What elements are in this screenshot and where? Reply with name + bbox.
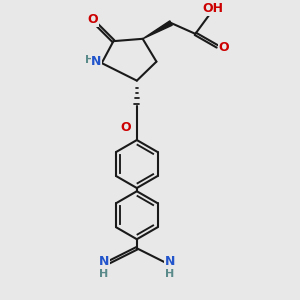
Text: OH: OH (202, 2, 224, 15)
Text: O: O (88, 13, 98, 26)
Text: O: O (218, 41, 229, 54)
Text: N: N (91, 55, 102, 68)
Text: N: N (99, 255, 109, 268)
Text: N: N (164, 255, 175, 268)
Text: O: O (120, 121, 131, 134)
Polygon shape (143, 21, 172, 39)
Text: H: H (85, 55, 94, 65)
Text: H: H (99, 269, 109, 279)
Text: H: H (165, 269, 174, 279)
